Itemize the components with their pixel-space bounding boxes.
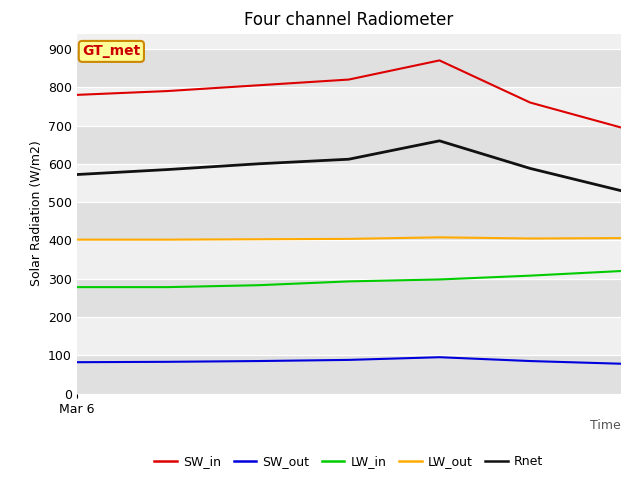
SW_out <box>164 359 172 365</box>
SW_in <box>164 88 172 94</box>
Title: Four channel Radiometer: Four channel Radiometer <box>244 11 453 29</box>
LW_in <box>617 268 625 274</box>
Rnet <box>73 172 81 178</box>
Rnet <box>436 138 444 144</box>
Legend: SW_in, SW_out, LW_in, LW_out, Rnet: SW_in, SW_out, LW_in, LW_out, Rnet <box>149 450 548 473</box>
SW_out <box>345 357 353 363</box>
SW_in <box>345 77 353 83</box>
Bar <box>77 49 621 87</box>
Rnet <box>254 161 262 167</box>
LW_in <box>526 273 534 278</box>
SW_in <box>436 58 444 63</box>
SW_in <box>73 92 81 98</box>
SW_in <box>617 124 625 130</box>
Bar <box>77 87 621 125</box>
Rnet <box>345 156 353 162</box>
LW_in <box>436 276 444 282</box>
LW_out <box>436 234 444 240</box>
LW_out <box>526 236 534 241</box>
SW_out <box>526 358 534 364</box>
Line: SW_out: SW_out <box>77 357 621 364</box>
Rnet <box>526 166 534 171</box>
Bar <box>77 164 621 202</box>
Line: LW_out: LW_out <box>77 237 621 240</box>
Line: Rnet: Rnet <box>77 141 621 191</box>
Text: Time: Time <box>590 419 621 432</box>
LW_out <box>254 236 262 242</box>
LW_out <box>164 237 172 242</box>
SW_in <box>254 83 262 88</box>
SW_out <box>254 358 262 364</box>
LW_in <box>345 278 353 284</box>
SW_in <box>526 100 534 106</box>
LW_out <box>73 237 81 242</box>
Rnet <box>164 167 172 172</box>
Bar <box>77 355 621 394</box>
Bar <box>77 317 621 355</box>
Line: SW_in: SW_in <box>77 60 621 127</box>
Bar <box>77 240 621 279</box>
Y-axis label: Solar Radiation (W/m2): Solar Radiation (W/m2) <box>29 141 42 287</box>
LW_in <box>73 284 81 290</box>
Bar <box>77 279 621 317</box>
LW_out <box>345 236 353 242</box>
SW_out <box>617 361 625 367</box>
LW_in <box>164 284 172 290</box>
Bar <box>77 202 621 240</box>
SW_out <box>436 354 444 360</box>
LW_out <box>617 235 625 241</box>
LW_in <box>254 282 262 288</box>
Text: GT_met: GT_met <box>82 44 141 59</box>
SW_out <box>73 360 81 365</box>
Line: LW_in: LW_in <box>77 271 621 287</box>
Rnet <box>617 188 625 193</box>
Bar <box>77 125 621 164</box>
